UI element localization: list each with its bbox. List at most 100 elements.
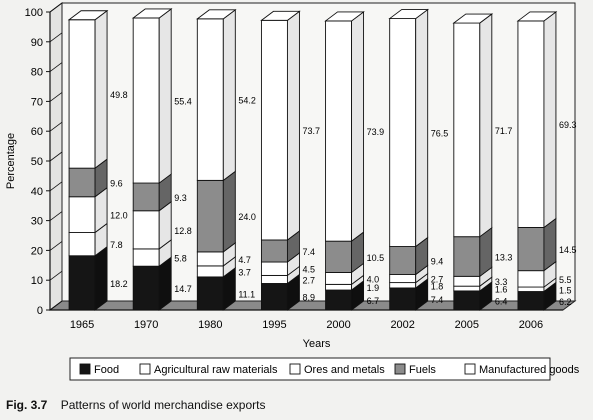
bar-top-cap — [324, 11, 365, 22]
data-label: 10.5 — [367, 253, 385, 263]
y-tick-depth — [49, 151, 63, 162]
data-label: 6.4 — [495, 296, 508, 306]
x-tick-label: 2005 — [455, 319, 479, 331]
bar-segment-ores-and-metals — [132, 210, 160, 250]
data-label: 7.4 — [302, 247, 315, 257]
bar-segment-manufactured-goods-side — [543, 11, 557, 229]
data-label: 11.1 — [238, 289, 255, 299]
bar-segment-fuels-side — [222, 170, 236, 253]
figure-caption: Fig. 3.7 Patterns of world merchandise e… — [6, 398, 265, 412]
bar-segment-manufactured-goods — [196, 18, 224, 181]
data-label: 71.7 — [495, 126, 513, 136]
data-label: 24.0 — [238, 212, 256, 222]
y-tick-depth — [49, 300, 63, 311]
bar-segment-ores-and-metals — [325, 272, 353, 285]
x-tick-label: 2000 — [326, 319, 350, 331]
bar-segment-fuels — [132, 182, 160, 212]
bars: 18.2 7.8 12.0 9.6 49.8 14.7 5.8 12.8 9.3 55.4 11.1… — [67, 8, 577, 311]
data-label: 1.6 — [495, 285, 508, 295]
data-label: 4.0 — [367, 274, 380, 284]
legend-label: Fuels — [409, 364, 436, 376]
y-tick-label: 10 — [31, 275, 43, 287]
x-tick-label: 2002 — [390, 319, 414, 331]
data-label: 9.3 — [174, 193, 187, 203]
x-tick-label: 2006 — [519, 319, 543, 331]
bar-top-cap — [67, 10, 109, 21]
data-label: 12.0 — [110, 211, 128, 221]
bar-segment-manufactured-goods-side — [222, 8, 236, 182]
bar-segment-manufactured-goods — [325, 20, 353, 242]
bar-segment-manufactured-goods — [517, 20, 545, 228]
bar-segment-ores-and-metals — [68, 196, 96, 233]
x-tick-label: 1995 — [262, 319, 286, 331]
bar-segment-agricultural-raw-materials — [260, 274, 288, 284]
y-tick-depth — [49, 211, 63, 221]
y-tick-label: 50 — [31, 156, 43, 168]
bar-segment-food — [132, 265, 160, 311]
bar-segment-fuels — [389, 246, 417, 275]
bar-top-cap — [131, 8, 173, 19]
data-label: 54.2 — [238, 96, 256, 106]
x-axis: 1965 1970 1980 1995 2000 2002 2005 2006 Years — [50, 309, 563, 350]
bar-segment-food — [260, 283, 288, 311]
bar-segment-manufactured-goods-side — [479, 13, 493, 238]
data-label: 3.7 — [238, 267, 251, 277]
legend-label: Food — [94, 364, 119, 376]
bar-segment-agricultural-raw-materials — [517, 286, 545, 292]
bar-segment-fuels — [325, 240, 353, 273]
legend-label: Agricultural raw materials — [154, 364, 278, 376]
data-label: 13.3 — [495, 253, 513, 263]
bar-segment-ores-and-metals — [389, 274, 417, 284]
x-tick-label: 1965 — [70, 319, 94, 331]
data-label: 7.8 — [110, 240, 123, 250]
data-label: 5.5 — [559, 275, 572, 285]
data-label: 7.4 — [431, 295, 444, 305]
legend-swatch-manufactured-goods — [464, 363, 476, 375]
bar-segment-fuels — [517, 227, 545, 272]
bar-segment-food — [389, 287, 417, 311]
data-label: 1.8 — [431, 281, 444, 291]
bar-segment-food — [68, 255, 96, 311]
bar-segment-food — [453, 290, 481, 311]
bar-segment-manufactured-goods — [389, 18, 417, 247]
x-tick-label: 1970 — [134, 319, 158, 331]
y-tick-label: 100 — [25, 7, 43, 19]
data-label: 49.8 — [110, 90, 128, 100]
legend-box — [69, 357, 551, 381]
bar-segment-manufactured-goods — [260, 19, 288, 241]
bar-segment-agricultural-raw-materials — [132, 248, 160, 267]
data-label: 6.7 — [367, 296, 380, 306]
y-tick-label: 60 — [31, 126, 43, 138]
bar-segment-fuels — [260, 239, 288, 263]
x-tick-label: 1980 — [198, 319, 222, 331]
y-tick-label: 40 — [31, 186, 43, 198]
data-label: 55.4 — [174, 97, 192, 107]
bar-segment-food — [196, 276, 224, 311]
bar-segment-manufactured-goods-side — [158, 8, 172, 184]
y-axis: 0 10 20 30 40 50 60 70 80 90 100 Percentage — [5, 2, 63, 317]
data-label: 76.5 — [431, 129, 449, 139]
y-tick-depth — [49, 92, 63, 102]
data-label: 18.2 — [110, 279, 128, 289]
bar-segment-manufactured-goods-side — [94, 9, 108, 170]
bar-segment-food — [325, 289, 353, 311]
bar-segment-agricultural-raw-materials — [453, 285, 481, 292]
y-tick-depth — [49, 270, 63, 281]
bar-segment-manufactured-goods — [132, 17, 160, 184]
y-tick-depth — [49, 32, 63, 43]
y-tick-label: 70 — [31, 96, 43, 108]
legend-swatch-ores-and-metals — [289, 363, 301, 375]
data-label: 1.9 — [367, 283, 380, 293]
y-tick-depth — [49, 2, 63, 13]
data-label: 2.7 — [302, 275, 315, 285]
bar-segment-ores-and-metals — [260, 261, 288, 276]
bar-segment-fuels — [68, 167, 96, 198]
data-label: 4.7 — [238, 255, 251, 265]
y-tick-label: 30 — [31, 216, 43, 228]
data-label: 73.9 — [367, 127, 385, 137]
legend-swatch-fuels — [394, 363, 406, 375]
bar-top-cap — [452, 13, 494, 24]
bar-top-cap — [260, 10, 301, 21]
data-label: 14.5 — [559, 245, 577, 255]
